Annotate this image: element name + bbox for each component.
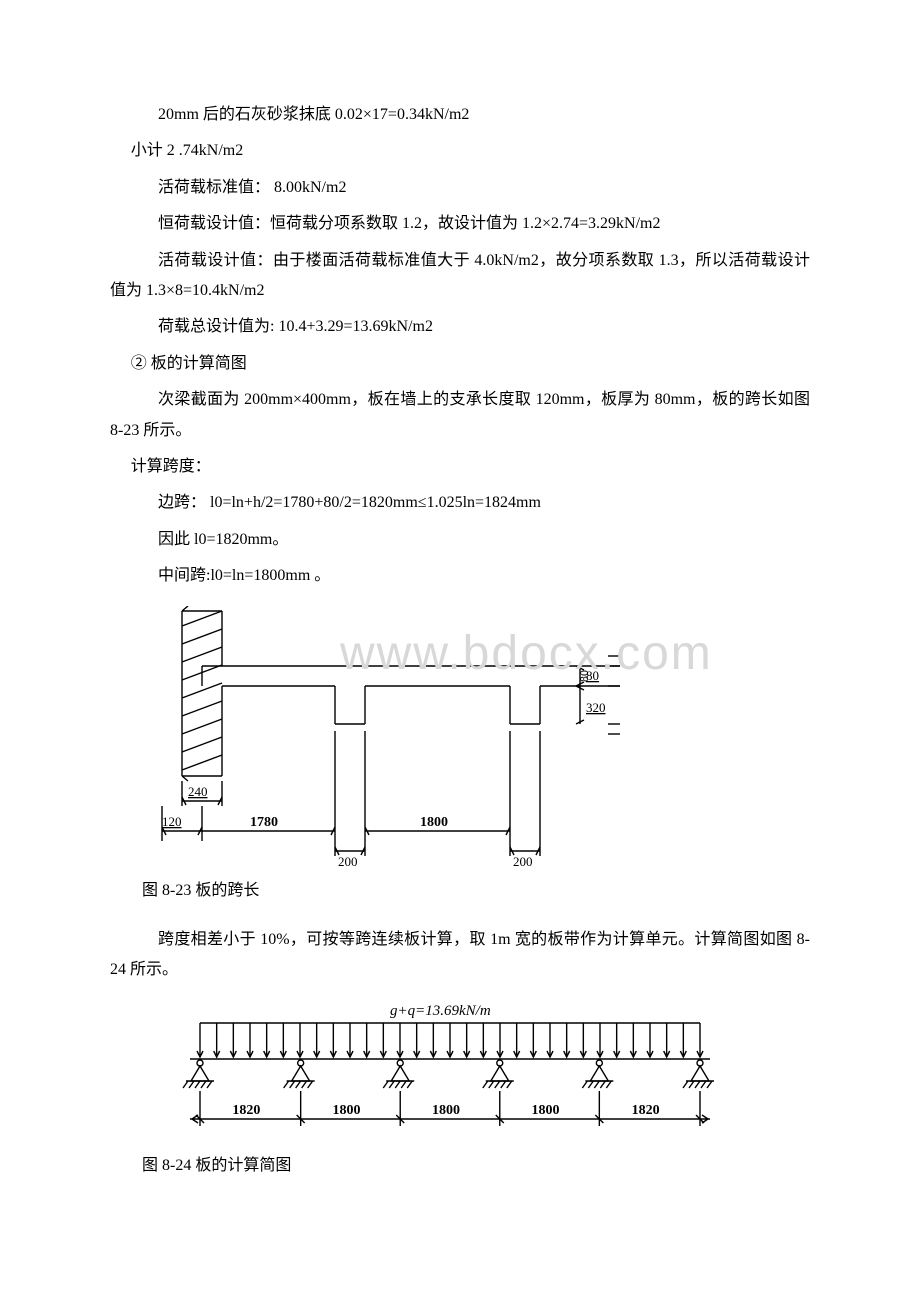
svg-text:1820: 1820 <box>632 1103 660 1118</box>
text-line: 小计 2 .74kN/m2 <box>110 136 810 166</box>
svg-text:240: 240 <box>188 784 208 799</box>
text-line: 恒荷载设计值：恒荷载分项系数取 1.2，故设计值为 1.2×2.74=3.29k… <box>110 209 810 239</box>
text-line: 中间跨:l0=ln=1800mm 。 <box>110 561 810 591</box>
svg-text:200: 200 <box>513 854 533 866</box>
figure-823: 80 80 320 <box>140 606 810 866</box>
text-line: 次梁截面为 200mm×400mm，板在墙上的支承长度取 120mm，板厚为 8… <box>110 385 810 446</box>
svg-text:1800: 1800 <box>332 1103 360 1118</box>
svg-text:120: 120 <box>162 814 182 829</box>
text-line: 跨度相差小于 10%，可按等跨连续板计算，取 1m 宽的板带作为计算单元。计算简… <box>110 925 810 986</box>
figure-823-caption: 图 8-23 板的跨长 <box>110 876 810 906</box>
figure-824: g+q=13.69kN/m 1820 1800 1800 1800 1820 <box>170 1001 810 1141</box>
svg-text:1800: 1800 <box>420 815 448 830</box>
svg-text:1800: 1800 <box>532 1103 560 1118</box>
svg-text:1820: 1820 <box>232 1103 260 1118</box>
text-line: 计算跨度： <box>110 452 810 482</box>
svg-text:320: 320 <box>586 700 606 715</box>
svg-text:1800: 1800 <box>432 1103 460 1118</box>
figure-824-caption: 图 8-24 板的计算简图 <box>110 1151 810 1181</box>
text-line: 荷载总设计值为: 10.4+3.29=13.69kN/m2 <box>110 312 810 342</box>
svg-text:200: 200 <box>338 854 358 866</box>
svg-text:80: 80 <box>586 668 599 683</box>
text-line: 边跨： l0=ln+h/2=1780+80/2=1820mm≤1.025ln=1… <box>110 488 810 518</box>
heading-line: ② 板的计算简图 <box>110 349 810 379</box>
svg-text:1780: 1780 <box>250 815 278 830</box>
text-line: 活荷载标准值： 8.00kN/m2 <box>110 173 810 203</box>
text-line: 20mm 后的石灰砂浆抹底 0.02×17=0.34kN/m2 <box>110 100 810 130</box>
text-line: 因此 l0=1820mm。 <box>110 525 810 555</box>
load-label: g+q=13.69kN/m <box>390 1003 491 1019</box>
text-line: 活荷载设计值：由于楼面活荷载标准值大于 4.0kN/m2，故分项系数取 1.3，… <box>110 246 810 307</box>
